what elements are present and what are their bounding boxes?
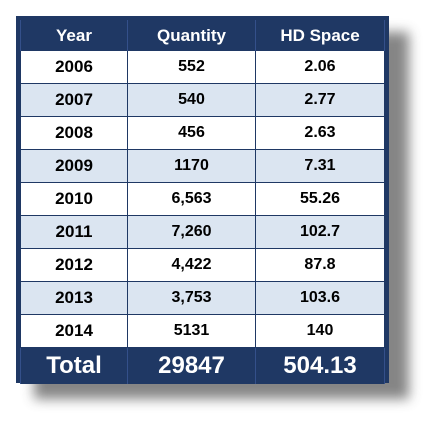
table-row: 2010 6,563 55.26	[20, 182, 385, 216]
table-header: Year Quantity HD Space	[20, 20, 385, 51]
cell-year: 2014	[20, 314, 128, 348]
cell-quantity: 1170	[127, 149, 256, 183]
cell-quantity: 6,563	[127, 182, 256, 216]
cell-year: 2012	[20, 248, 128, 282]
table-frame: Year Quantity HD Space 2006 552 2.06 200…	[16, 16, 389, 384]
cell-year: 2011	[20, 215, 128, 249]
table-row: 2011 7,260 102.7	[20, 215, 385, 249]
cell-hd-space: 103.6	[255, 281, 385, 315]
cell-quantity: 5131	[127, 314, 256, 348]
cell-hd-space: 2.77	[255, 83, 385, 117]
cell-hd-space: 7.31	[255, 149, 385, 183]
cell-year: 2013	[20, 281, 128, 315]
total-hd-space: 504.13	[255, 347, 385, 384]
cell-quantity: 552	[127, 51, 256, 84]
total-label: Total	[20, 347, 128, 384]
cell-quantity: 4,422	[127, 248, 256, 282]
data-table: Year Quantity HD Space 2006 552 2.06 200…	[20, 20, 385, 384]
cell-hd-space: 140	[255, 314, 385, 348]
table-row: 2007 540 2.77	[20, 83, 385, 117]
total-quantity: 29847	[127, 347, 256, 384]
table-row: 2012 4,422 87.8	[20, 248, 385, 282]
header-hd-space: HD Space	[255, 20, 385, 51]
table-row: 2008 456 2.63	[20, 116, 385, 150]
header-row: Year Quantity HD Space	[20, 20, 385, 51]
cell-quantity: 7,260	[127, 215, 256, 249]
cell-quantity: 456	[127, 116, 256, 150]
header-year: Year	[20, 20, 128, 51]
header-quantity: Quantity	[127, 20, 256, 51]
cell-year: 2007	[20, 83, 128, 117]
table-row: 2009 1170 7.31	[20, 149, 385, 183]
table-footer: Total 29847 504.13	[20, 347, 385, 384]
table-row: 2013 3,753 103.6	[20, 281, 385, 315]
cell-hd-space: 55.26	[255, 182, 385, 216]
cell-year: 2008	[20, 116, 128, 150]
cell-year: 2010	[20, 182, 128, 216]
table-row: 2014 5131 140	[20, 314, 385, 348]
cell-quantity: 3,753	[127, 281, 256, 315]
cell-hd-space: 2.63	[255, 116, 385, 150]
cell-hd-space: 87.8	[255, 248, 385, 282]
total-row: Total 29847 504.13	[20, 347, 385, 384]
cell-hd-space: 2.06	[255, 51, 385, 84]
cell-year: 2006	[20, 51, 128, 84]
cell-year: 2009	[20, 149, 128, 183]
cell-quantity: 540	[127, 83, 256, 117]
table-row: 2006 552 2.06	[20, 51, 385, 84]
table-body: 2006 552 2.06 2007 540 2.77 2008 456 2.6…	[20, 51, 385, 348]
cell-hd-space: 102.7	[255, 215, 385, 249]
